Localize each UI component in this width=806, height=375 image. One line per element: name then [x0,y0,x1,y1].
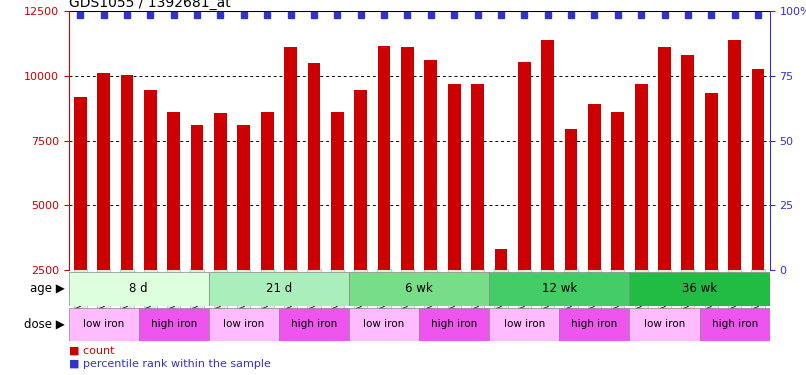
Bar [401,48,413,334]
Text: dose ▶: dose ▶ [23,318,64,331]
Text: low iron: low iron [223,320,264,329]
Text: high iron: high iron [151,320,197,329]
Bar [279,308,349,341]
Bar [489,308,559,341]
Bar [74,97,86,334]
Text: 6 wk: 6 wk [405,282,433,295]
Bar [518,62,530,334]
Bar [144,90,156,334]
Bar [261,112,273,334]
Bar [559,308,629,341]
Bar [472,84,484,334]
Text: low iron: low iron [83,320,124,329]
Text: ■ count: ■ count [69,345,114,355]
Bar [489,272,629,306]
Bar [542,40,554,334]
Bar [209,308,279,341]
Text: 21 d: 21 d [266,282,292,295]
Text: 36 wk: 36 wk [682,282,717,295]
Bar [209,272,349,306]
Text: GDS1055 / 1392681_at: GDS1055 / 1392681_at [69,0,231,10]
Bar [629,272,770,306]
Bar [214,114,226,334]
Bar [238,125,250,335]
Text: age ▶: age ▶ [30,282,64,295]
Bar [612,112,624,334]
Bar [588,104,600,334]
Bar [355,90,367,334]
Text: low iron: low iron [644,320,685,329]
Bar [285,48,297,334]
Text: low iron: low iron [364,320,405,329]
Bar [69,308,139,341]
Text: 12 wk: 12 wk [542,282,577,295]
Bar [378,46,390,334]
Bar [729,40,741,334]
Text: low iron: low iron [504,320,545,329]
Bar [98,74,110,334]
Bar [425,60,437,334]
Bar [448,84,460,334]
Bar [121,75,133,334]
Bar [349,308,419,341]
Bar [682,55,694,334]
Bar [635,84,647,334]
Bar [69,272,209,306]
Text: high iron: high iron [431,320,477,329]
Text: high iron: high iron [571,320,617,329]
Bar [331,112,343,334]
Text: high iron: high iron [291,320,337,329]
Bar [629,308,700,341]
Bar [659,48,671,334]
Bar [565,129,577,334]
Text: 8 d: 8 d [129,282,148,295]
Bar [705,93,717,334]
Bar [349,272,489,306]
Bar [700,308,770,341]
Bar [168,112,180,334]
Bar [308,63,320,334]
Bar [139,308,209,341]
Text: ■ percentile rank within the sample: ■ percentile rank within the sample [69,359,270,369]
Bar [752,69,764,334]
Bar [191,125,203,335]
Bar [419,308,489,341]
Bar [495,249,507,334]
Text: high iron: high iron [712,320,758,329]
